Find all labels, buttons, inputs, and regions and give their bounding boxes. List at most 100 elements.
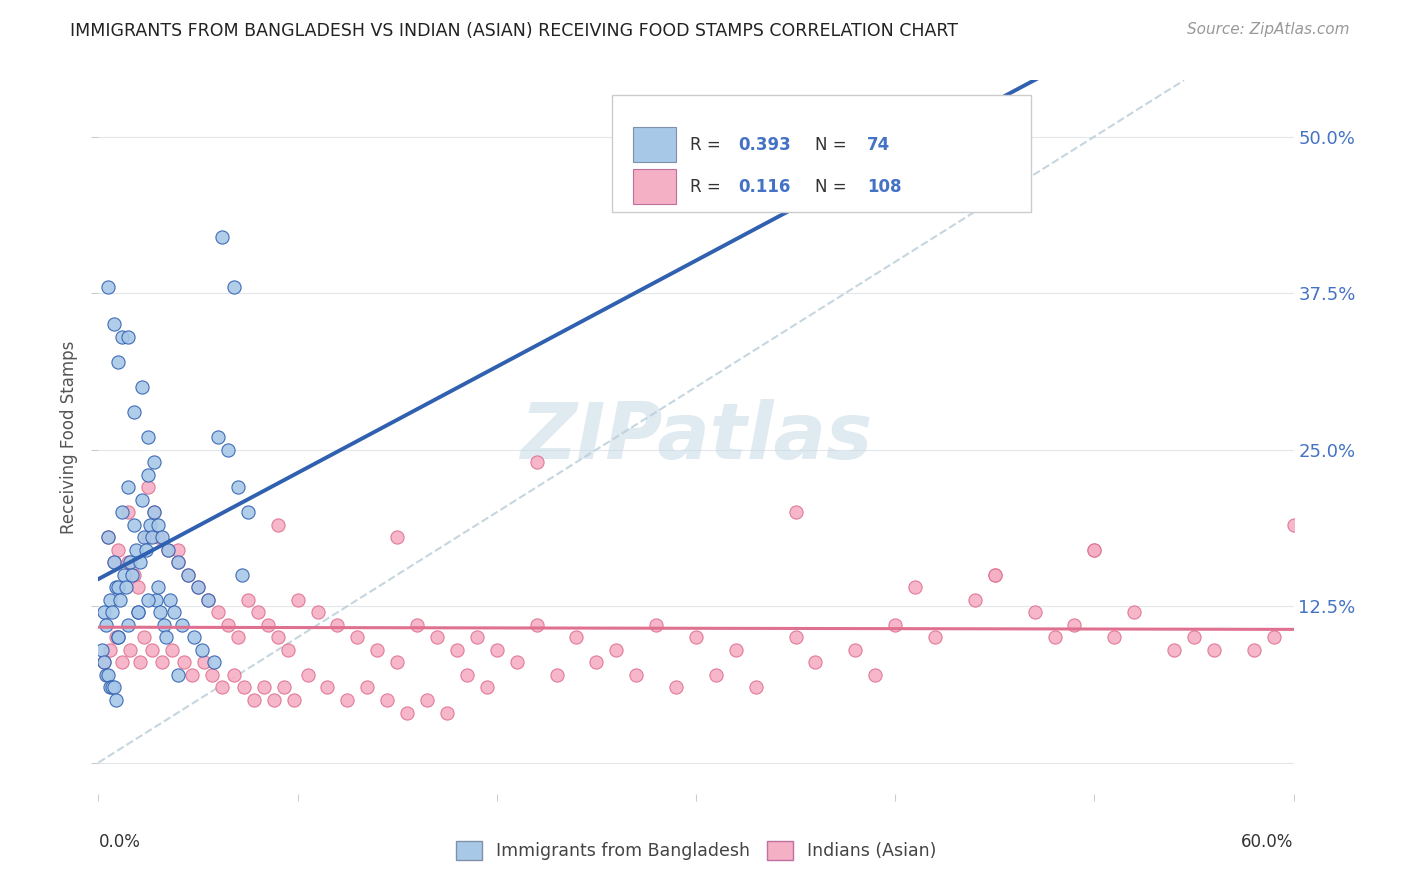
- Point: [141, 643, 163, 657]
- Point: [120, 643, 142, 657]
- Point: [103, 318, 125, 332]
- Point: [924, 631, 946, 645]
- Point: [385, 656, 409, 670]
- Point: [136, 530, 159, 544]
- Text: N =: N =: [815, 136, 852, 153]
- Point: [134, 631, 156, 645]
- Bar: [633, 169, 676, 203]
- Text: IMMIGRANTS FROM BANGLADESH VS INDIAN (ASIAN) RECEIVING FOOD STAMPS CORRELATION C: IMMIGRANTS FROM BANGLADESH VS INDIAN (AS…: [70, 22, 959, 40]
- Point: [159, 592, 181, 607]
- Point: [1083, 542, 1105, 557]
- Point: [101, 605, 124, 619]
- Point: [1123, 605, 1146, 619]
- Point: [704, 668, 727, 682]
- Point: [217, 618, 239, 632]
- Point: [326, 618, 349, 632]
- Point: [1102, 631, 1125, 645]
- Point: [1243, 643, 1265, 657]
- Point: [267, 517, 290, 532]
- Point: [277, 643, 299, 657]
- Point: [97, 280, 120, 294]
- Point: [485, 643, 508, 657]
- Point: [129, 555, 152, 569]
- Point: [336, 693, 359, 707]
- Point: [201, 668, 224, 682]
- Point: [191, 643, 214, 657]
- Point: [1202, 643, 1225, 657]
- Point: [110, 592, 132, 607]
- Point: [193, 656, 215, 670]
- Point: [267, 631, 290, 645]
- Point: [91, 643, 114, 657]
- Point: [273, 681, 295, 695]
- Point: [136, 480, 159, 494]
- Point: [226, 631, 249, 645]
- Point: [121, 567, 143, 582]
- Point: [167, 668, 190, 682]
- Point: [645, 618, 668, 632]
- Point: [125, 542, 148, 557]
- Point: [143, 505, 166, 519]
- Point: [117, 618, 139, 632]
- Point: [232, 681, 254, 695]
- Point: [211, 229, 233, 244]
- Point: [127, 580, 149, 594]
- Text: ZIPatlas: ZIPatlas: [520, 399, 872, 475]
- Point: [436, 706, 458, 720]
- Point: [984, 567, 1007, 582]
- Point: [131, 380, 153, 394]
- Point: [100, 681, 122, 695]
- Point: [1182, 631, 1205, 645]
- Point: [506, 656, 529, 670]
- Point: [226, 480, 249, 494]
- Text: 60.0%: 60.0%: [1241, 833, 1294, 851]
- Point: [475, 681, 498, 695]
- Point: [904, 580, 927, 594]
- Point: [465, 631, 488, 645]
- Point: [222, 668, 245, 682]
- Text: 0.0%: 0.0%: [98, 833, 141, 851]
- Point: [173, 656, 195, 670]
- Text: Source: ZipAtlas.com: Source: ZipAtlas.com: [1187, 22, 1350, 37]
- Point: [287, 592, 309, 607]
- Point: [148, 517, 170, 532]
- Point: [111, 505, 134, 519]
- Point: [93, 605, 115, 619]
- Point: [100, 643, 122, 657]
- Point: [253, 681, 276, 695]
- Point: [207, 605, 229, 619]
- Point: [141, 530, 163, 544]
- Point: [124, 567, 146, 582]
- Point: [884, 618, 907, 632]
- Point: [356, 681, 378, 695]
- Point: [256, 618, 278, 632]
- Point: [1043, 631, 1066, 645]
- Point: [183, 631, 205, 645]
- Point: [396, 706, 419, 720]
- Point: [157, 542, 180, 557]
- Point: [93, 656, 115, 670]
- Point: [546, 668, 568, 682]
- Point: [148, 530, 170, 544]
- Point: [107, 542, 129, 557]
- Point: [103, 681, 125, 695]
- Point: [131, 492, 153, 507]
- Point: [124, 405, 146, 419]
- Point: [963, 592, 986, 607]
- Point: [107, 580, 129, 594]
- Point: [103, 555, 125, 569]
- Point: [105, 580, 128, 594]
- Point: [181, 668, 204, 682]
- Point: [685, 631, 707, 645]
- Point: [172, 618, 194, 632]
- Point: [626, 668, 648, 682]
- Point: [217, 442, 239, 457]
- Point: [211, 681, 233, 695]
- Point: [150, 530, 173, 544]
- Point: [136, 430, 159, 444]
- Point: [1083, 542, 1105, 557]
- Point: [416, 693, 439, 707]
- Point: [844, 643, 866, 657]
- Point: [1163, 643, 1185, 657]
- Point: [150, 656, 173, 670]
